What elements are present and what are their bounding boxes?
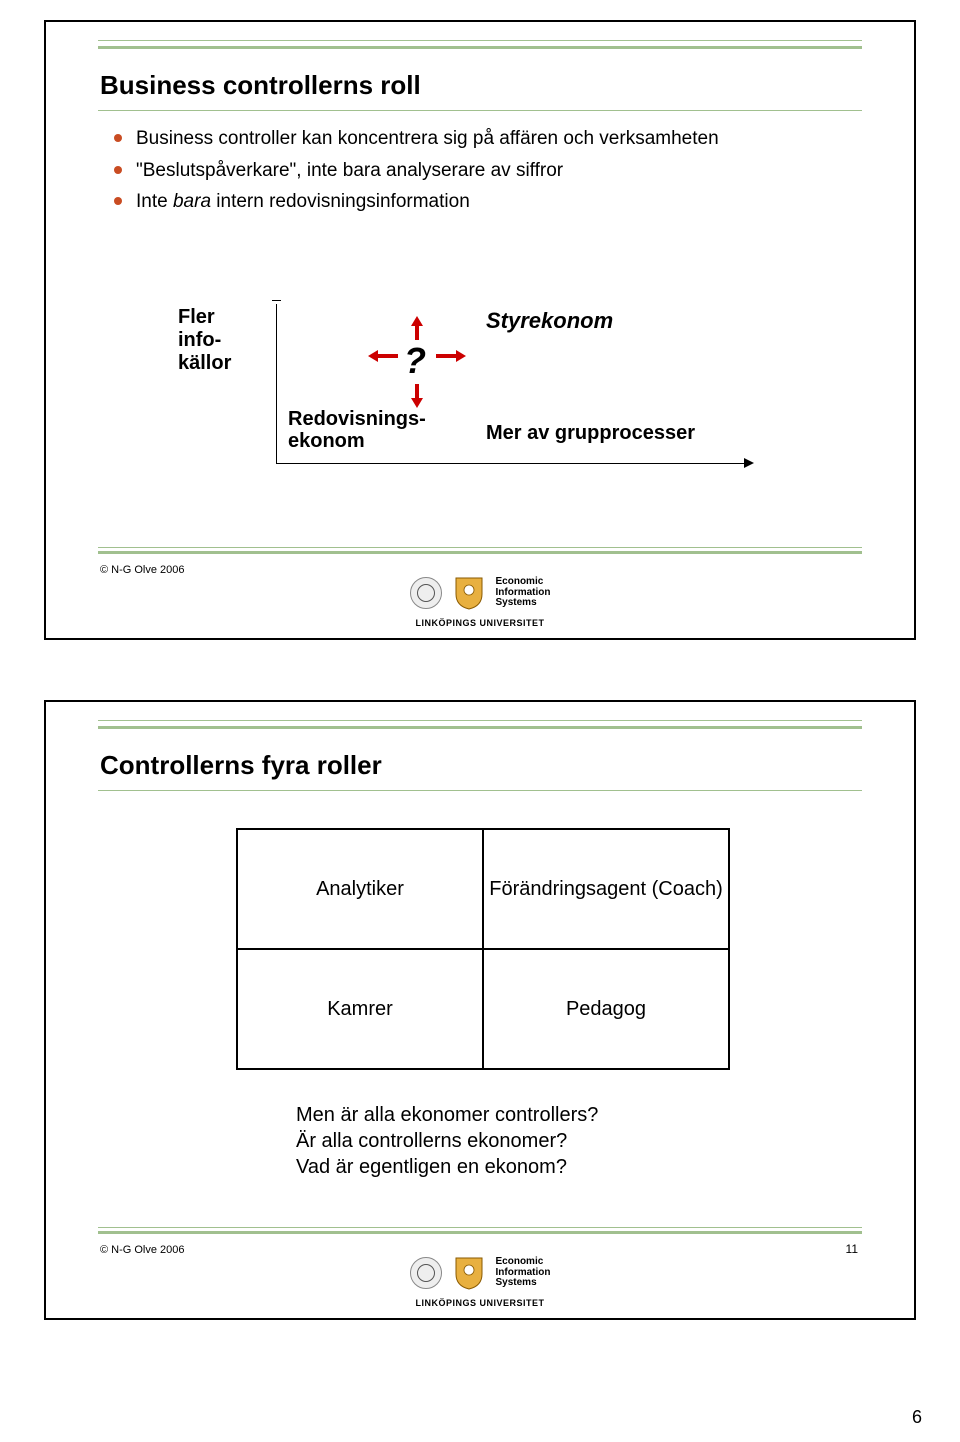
footer-logos: Economic Information Systems bbox=[46, 576, 914, 610]
axis-vertical-tick bbox=[272, 300, 281, 301]
slide-number: 11 bbox=[846, 1242, 858, 1256]
axis-horizontal bbox=[276, 463, 746, 464]
roles-table: Analytiker Förändringsagent (Coach) Kamr… bbox=[236, 828, 730, 1070]
axis-vertical bbox=[276, 304, 277, 464]
bullet-item: "Beslutspåverkare", inte bara analyserar… bbox=[114, 158, 854, 184]
diagram: Fler info- källor Styrekonom Redovisning… bbox=[166, 290, 806, 510]
page-number: 6 bbox=[912, 1407, 922, 1428]
rule-under-title bbox=[98, 790, 862, 791]
university-seal-icon bbox=[410, 1257, 442, 1289]
arrow-right-icon bbox=[436, 350, 466, 362]
bullet-list: Business controller kan koncentrera sig … bbox=[114, 126, 854, 221]
table-cell: Analytiker bbox=[238, 830, 482, 948]
diagram-question-mark-icon: ? bbox=[404, 340, 426, 382]
footer-rule-thin bbox=[98, 1227, 862, 1228]
rule-top-thin bbox=[98, 720, 862, 721]
eis-line: Systems bbox=[496, 1278, 551, 1289]
table-cell: Kamrer bbox=[238, 950, 482, 1068]
slide-2: Controllerns fyra roller Analytiker Förä… bbox=[44, 700, 916, 1320]
rule-top-thick bbox=[98, 46, 862, 49]
footer-rule-thick bbox=[98, 1231, 862, 1234]
arrow-down-icon bbox=[411, 384, 423, 408]
university-seal-icon bbox=[410, 577, 442, 609]
question-line: Men är alla ekonomer controllers? bbox=[296, 1102, 598, 1128]
diagram-label-mer: Mer av grupprocesser bbox=[486, 422, 695, 445]
arrow-up-icon bbox=[411, 316, 423, 340]
question-line: Vad är egentligen en ekonom? bbox=[296, 1154, 598, 1180]
table-row: Kamrer Pedagog bbox=[238, 948, 728, 1068]
bullet-text: Inte bara intern redovisningsinformation bbox=[136, 189, 854, 215]
bullet-text: "Beslutspåverkare", inte bara analyserar… bbox=[136, 158, 854, 184]
footer-rule-thick bbox=[98, 551, 862, 554]
table-cell: Förändringsagent (Coach) bbox=[482, 830, 728, 948]
question-line: Är alla controllerns ekonomer? bbox=[296, 1128, 598, 1154]
bullet-item: Business controller kan koncentrera sig … bbox=[114, 126, 854, 152]
bullet-suffix: intern redovisningsinformation bbox=[211, 191, 470, 212]
eis-label: Economic Information Systems bbox=[496, 577, 551, 609]
rule-top-thick bbox=[98, 726, 862, 729]
bullet-italic: bara bbox=[173, 191, 211, 212]
bullet-item: Inte bara intern redovisningsinformation bbox=[114, 189, 854, 215]
bullet-prefix: Inte bbox=[136, 191, 173, 212]
bullet-dot-icon bbox=[114, 134, 122, 142]
slide-title: Business controllerns roll bbox=[100, 70, 421, 101]
rule-under-title bbox=[98, 110, 862, 111]
diagram-label-redovisningsekonom: Redovisnings- ekonom bbox=[288, 408, 426, 452]
footer-rule-thin bbox=[98, 547, 862, 548]
bullet-dot-icon bbox=[114, 166, 122, 174]
university-name: LINKÖPINGS UNIVERSITET bbox=[46, 618, 914, 628]
shield-icon bbox=[454, 576, 484, 610]
slide-title: Controllerns fyra roller bbox=[100, 750, 382, 781]
slide-1: Business controllerns roll Business cont… bbox=[44, 20, 916, 640]
university-name: LINKÖPINGS UNIVERSITET bbox=[46, 1298, 914, 1308]
rule-top-thin bbox=[98, 40, 862, 41]
bullet-text: Business controller kan koncentrera sig … bbox=[136, 126, 854, 152]
page: Business controllerns roll Business cont… bbox=[0, 0, 960, 1442]
eis-label: Economic Information Systems bbox=[496, 1257, 551, 1289]
footer-logos: Economic Information Systems bbox=[46, 1256, 914, 1290]
arrow-left-icon bbox=[368, 350, 398, 362]
copyright: © N-G Olve 2006 bbox=[100, 1244, 185, 1256]
table-cell: Pedagog bbox=[482, 950, 728, 1068]
shield-icon bbox=[454, 1256, 484, 1290]
questions-block: Men är alla ekonomer controllers? Är all… bbox=[296, 1102, 598, 1180]
table-row: Analytiker Förändringsagent (Coach) bbox=[238, 830, 728, 948]
eis-line: Systems bbox=[496, 598, 551, 609]
bullet-dot-icon bbox=[114, 197, 122, 205]
axis-arrowhead-icon bbox=[744, 458, 754, 468]
diagram-label-fler: Fler info- källor bbox=[178, 306, 231, 375]
copyright: © N-G Olve 2006 bbox=[100, 564, 185, 576]
diagram-label-styrekonom: Styrekonom bbox=[486, 308, 613, 334]
